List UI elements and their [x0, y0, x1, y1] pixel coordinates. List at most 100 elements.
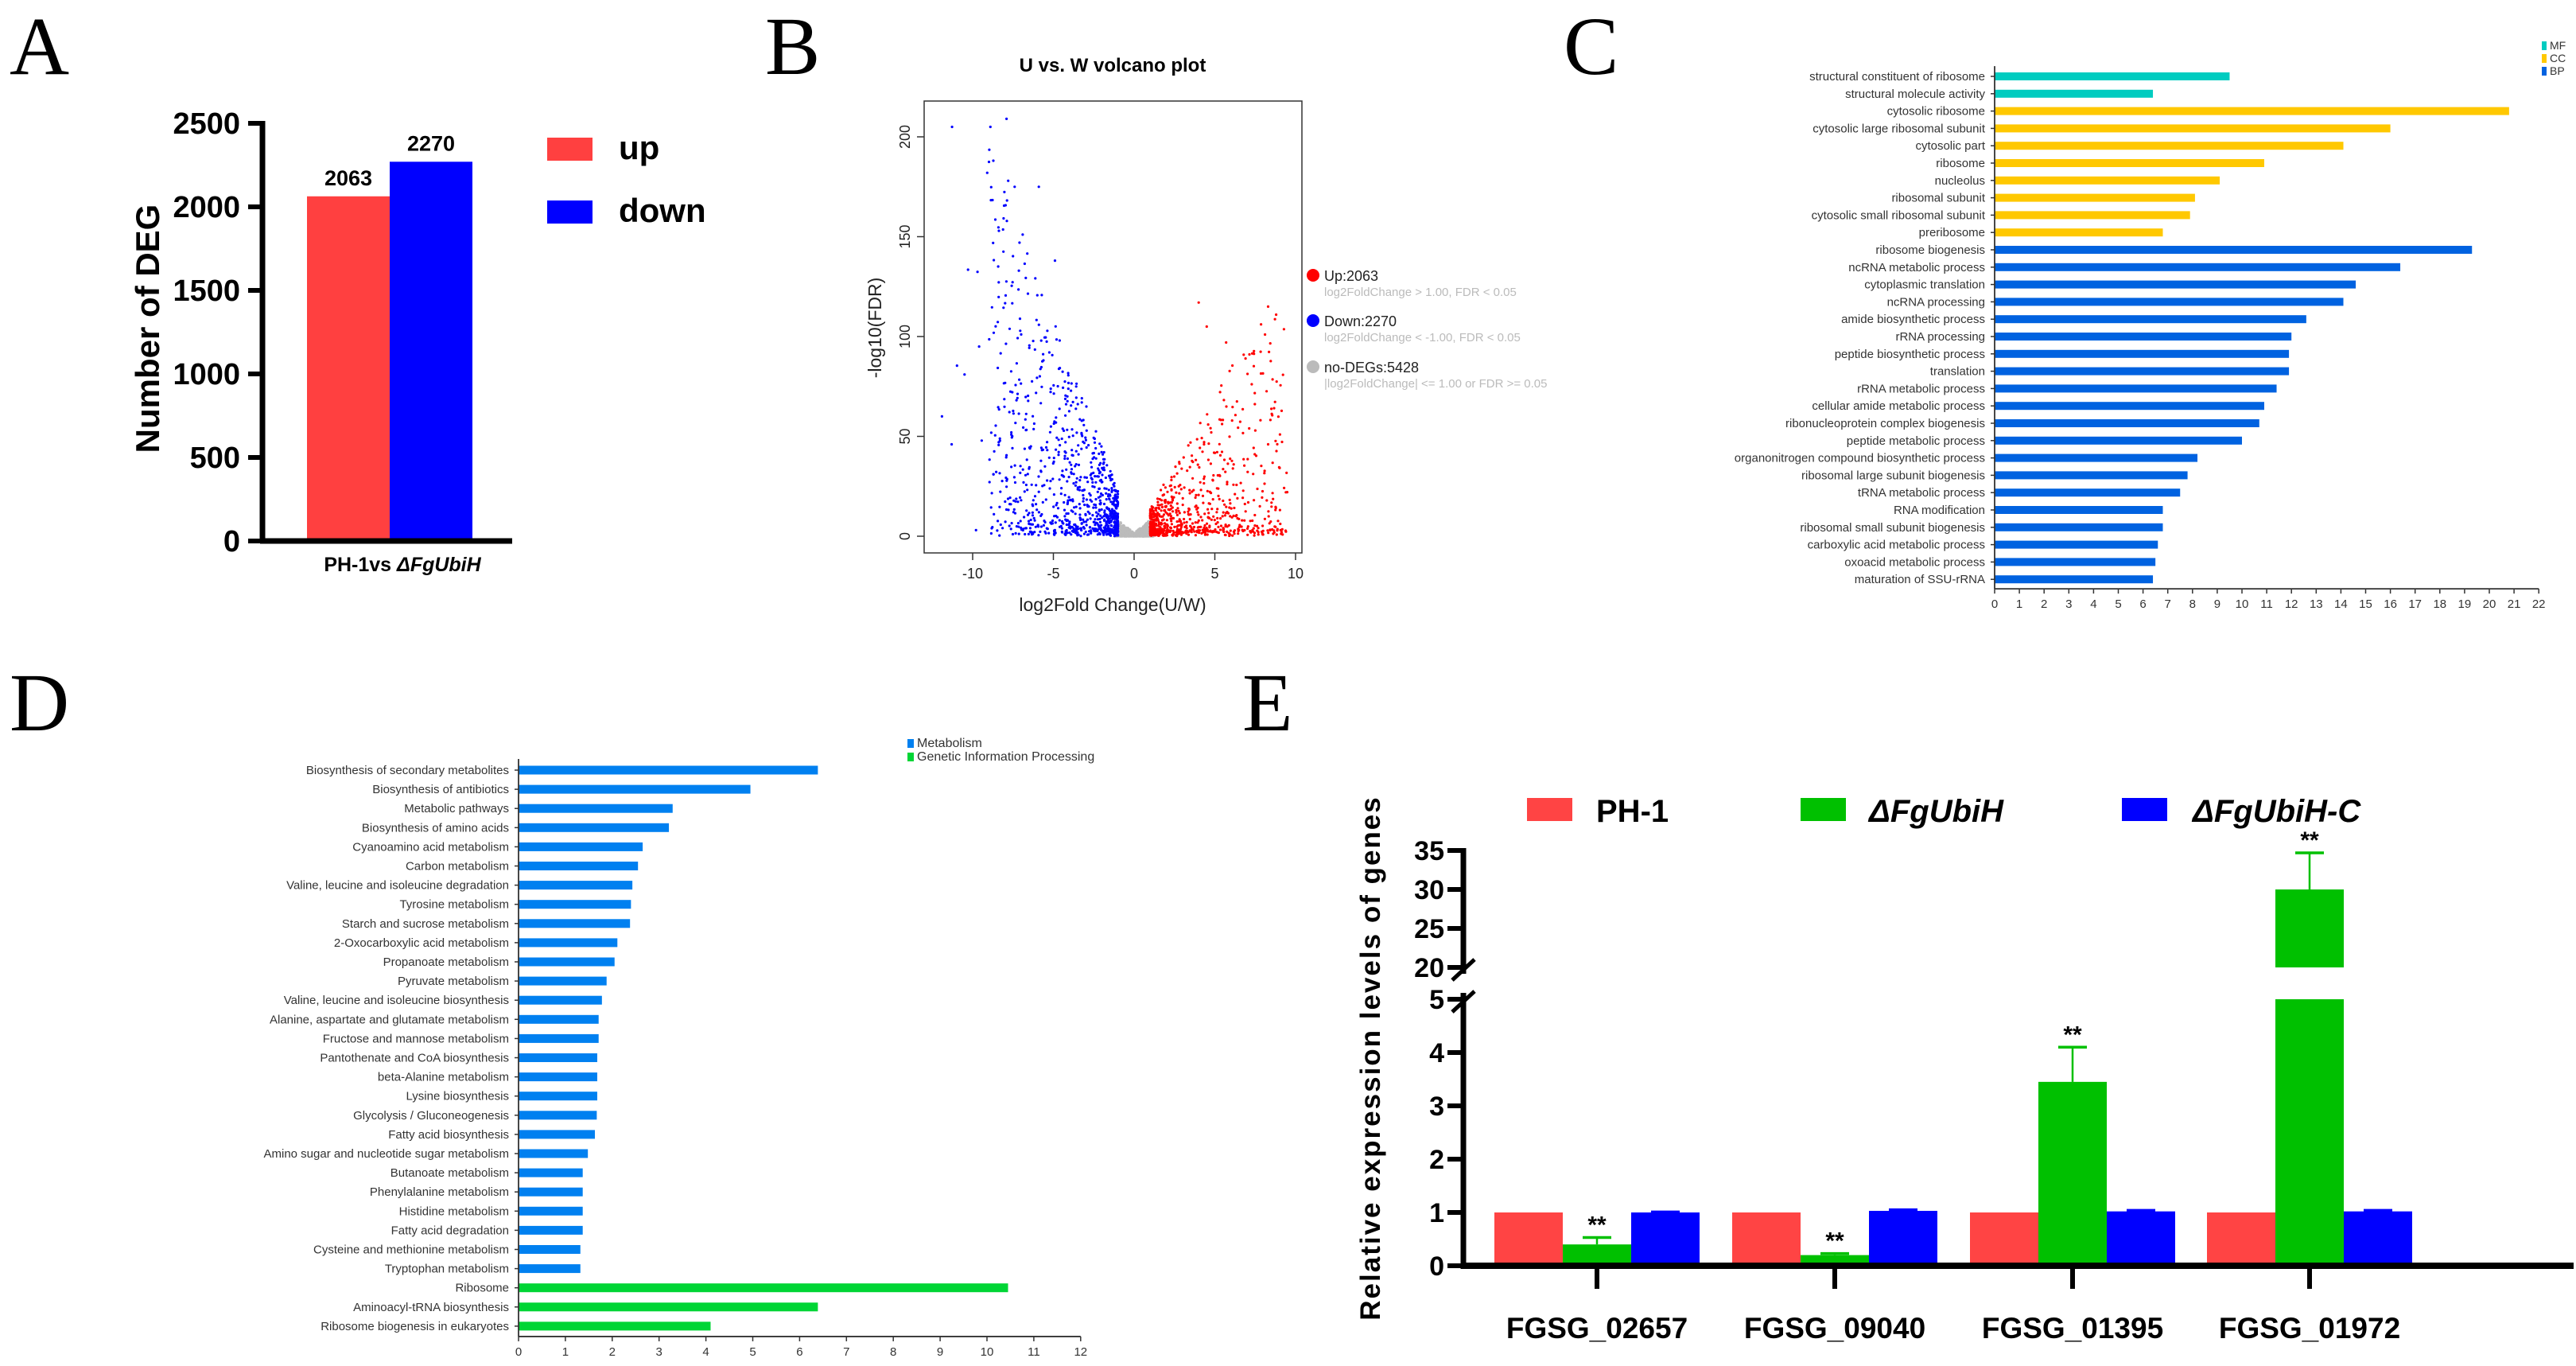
point-down — [1085, 498, 1088, 501]
category-label: Metabolic pathways — [404, 802, 509, 815]
point-down — [1027, 520, 1031, 523]
point-down — [1094, 457, 1098, 460]
point-up — [1173, 485, 1176, 489]
point-down — [1079, 476, 1082, 479]
point-up — [1250, 383, 1253, 386]
point-down — [1034, 277, 1037, 280]
point-up — [1218, 442, 1221, 446]
point-up — [1267, 510, 1270, 513]
point-up — [1161, 515, 1164, 518]
point-down — [1098, 487, 1102, 490]
point-down — [1082, 518, 1085, 521]
point-up — [1261, 524, 1265, 527]
category-label: Histidine metabolism — [399, 1204, 509, 1218]
legend-swatch — [2542, 67, 2547, 76]
point-up — [1153, 528, 1156, 531]
significance-marker: ** — [1587, 1212, 1607, 1238]
point-down — [1071, 400, 1074, 403]
point-down — [1074, 484, 1077, 487]
point-up — [1263, 517, 1266, 520]
point-down — [1080, 431, 1083, 435]
bar — [2207, 1212, 2275, 1266]
point-down — [1018, 241, 1021, 244]
legend-label: PH-1 — [1596, 794, 1669, 829]
point-up — [1246, 457, 1249, 461]
point-down — [1096, 490, 1099, 493]
point-up — [1281, 373, 1284, 376]
point-down — [1055, 436, 1059, 439]
point-down — [1011, 302, 1014, 305]
point-down — [1042, 352, 1045, 356]
point-down — [992, 159, 995, 162]
point-up — [1165, 519, 1168, 522]
point-down — [1005, 453, 1008, 457]
point-up — [1275, 449, 1278, 453]
significance-marker: ** — [2063, 1022, 2082, 1048]
point-down — [1046, 441, 1049, 444]
point-down — [1085, 476, 1088, 480]
x-tick-label: 1 — [562, 1345, 569, 1359]
point-down — [1039, 402, 1043, 405]
point-down — [1102, 515, 1105, 518]
point-down — [1114, 489, 1117, 492]
point-down — [1105, 487, 1108, 490]
point-down — [1032, 422, 1035, 426]
panel-letter-d: D — [10, 657, 69, 749]
point-down — [1024, 532, 1027, 536]
point-up — [1155, 509, 1158, 512]
point-down — [1084, 530, 1087, 534]
point-up — [1263, 482, 1266, 485]
bar — [519, 1014, 599, 1024]
point-up — [1269, 520, 1272, 523]
point-up — [1194, 534, 1197, 537]
point-up — [1272, 497, 1275, 500]
point-down — [1076, 534, 1079, 537]
point-down — [1110, 490, 1113, 493]
bar — [1995, 263, 2401, 271]
point-down — [1044, 498, 1047, 501]
point-down — [1082, 526, 1086, 529]
point-down — [1082, 423, 1086, 426]
point-up — [1178, 520, 1181, 523]
point-down — [1010, 465, 1013, 469]
point-down — [1039, 469, 1043, 473]
point-down — [1007, 179, 1010, 182]
point-down — [1089, 494, 1092, 497]
point-down — [1024, 395, 1028, 399]
point-down — [1085, 446, 1088, 449]
point-up — [1252, 473, 1255, 476]
point-up — [1243, 502, 1246, 506]
point-no-deg — [1118, 527, 1121, 531]
point-down — [1059, 492, 1063, 496]
point-up — [1223, 514, 1226, 517]
point-down — [1064, 403, 1068, 406]
category-label: Butanoate metabolism — [390, 1166, 509, 1180]
point-down — [1058, 478, 1061, 481]
bar — [1995, 384, 2277, 393]
point-up — [1211, 498, 1214, 501]
point-up — [1195, 504, 1198, 508]
category-label: Starch and sucrose metabolism — [342, 917, 509, 931]
x-tick-label: 9 — [937, 1345, 943, 1359]
point-down — [1054, 325, 1057, 328]
y-tick-label: 4 — [1429, 1038, 1444, 1068]
point-down — [1027, 399, 1030, 403]
point-up — [1222, 458, 1226, 461]
point-down — [999, 523, 1002, 527]
point-down — [1104, 524, 1107, 527]
point-up — [1222, 468, 1225, 471]
point-down — [985, 171, 989, 174]
point-down — [1017, 412, 1020, 415]
point-down — [976, 270, 979, 274]
point-down — [1015, 362, 1018, 365]
point-down — [1060, 437, 1063, 441]
point-up — [1218, 473, 1221, 477]
category-label: structural constituent of ribosome — [1809, 70, 1985, 84]
point-no-deg — [1142, 525, 1145, 528]
point-up — [1169, 504, 1172, 508]
point-down — [1033, 348, 1036, 351]
point-down — [1020, 499, 1023, 502]
point-down — [1070, 382, 1073, 385]
point-down — [1079, 517, 1082, 520]
point-up — [1162, 483, 1165, 487]
